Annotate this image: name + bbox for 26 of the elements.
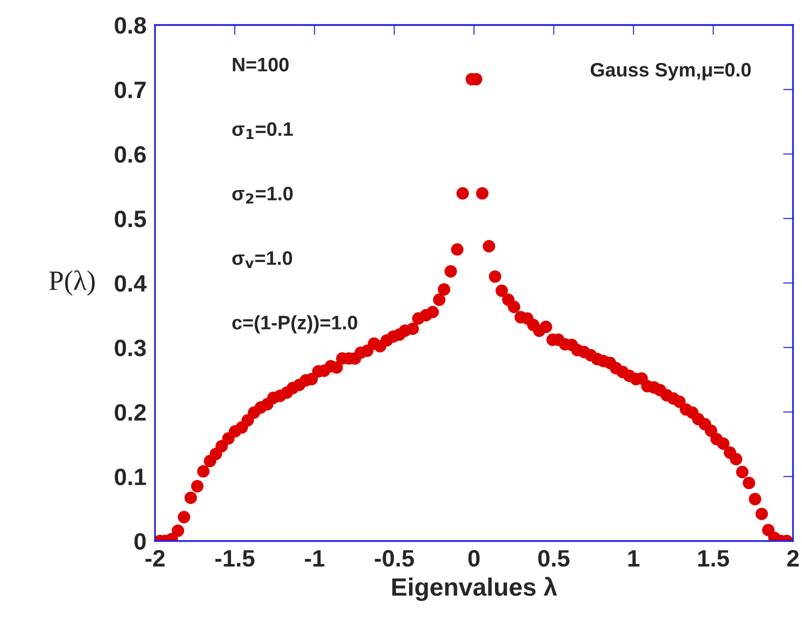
y-axis-title: P(λ) bbox=[49, 270, 95, 296]
y-tick-label: 0.8 bbox=[114, 17, 146, 34]
x-tick-label: -0.5 bbox=[374, 550, 414, 567]
annotation: σ$_{v}$=1.0 bbox=[232, 251, 292, 268]
annotation: σ$_{1}$=0.1 bbox=[232, 122, 293, 139]
y-tick-label: 0.7 bbox=[114, 82, 146, 98]
annotation: c=(1-P(z))=1.0 bbox=[232, 315, 358, 334]
y-tick-label: 0.3 bbox=[114, 340, 146, 356]
y-tick-label: 0.1 bbox=[114, 468, 146, 486]
y-tick-label: 0.2 bbox=[114, 404, 146, 421]
x-axis-title: Eigenvalues λ bbox=[392, 576, 558, 601]
annotation: N=100 bbox=[232, 58, 289, 72]
x-tick-label: -2 bbox=[145, 550, 165, 566]
y-tick-label: 0.5 bbox=[114, 210, 146, 228]
y-tick-label: 0.6 bbox=[114, 146, 146, 163]
x-tick-label: 0 bbox=[468, 550, 480, 567]
x-tick-label: -1 bbox=[304, 550, 324, 566]
x-tick-label: 1 bbox=[628, 550, 640, 566]
y-tick-label: 0.4 bbox=[114, 275, 147, 292]
x-tick-label: 0.5 bbox=[538, 550, 570, 567]
y-tick-label: 0 bbox=[134, 533, 146, 550]
x-tick-label: -1.5 bbox=[215, 550, 254, 567]
x-tick-label: 1.5 bbox=[698, 550, 730, 567]
annotation: Gauss Sym,μ=0.0 bbox=[590, 62, 751, 81]
annotation: σ$_{2}$=1.0 bbox=[232, 186, 293, 204]
x-tick-label: 2 bbox=[787, 550, 799, 566]
